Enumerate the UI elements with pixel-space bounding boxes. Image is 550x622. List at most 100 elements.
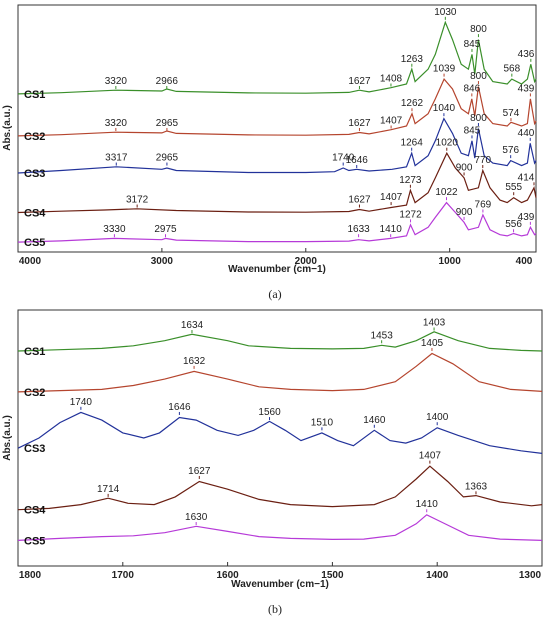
peak-label: 1020 [436, 138, 459, 149]
peak-label: 436 [518, 49, 535, 60]
x-tick-label: 1400 [426, 570, 449, 581]
peak-label: 770 [474, 155, 491, 166]
series-line-cs3 [17, 117, 537, 174]
peak-label: 414 [518, 172, 535, 183]
peak-label: 574 [503, 108, 520, 119]
peak-label: 1410 [416, 499, 439, 510]
peak-label: 769 [475, 199, 492, 210]
peak-label: 1405 [421, 338, 444, 349]
peak-label: 1022 [435, 187, 458, 198]
peak-label: 1646 [168, 402, 191, 413]
series-label-cs2: CS2 [24, 387, 45, 399]
peak-label: 1363 [465, 481, 488, 492]
series-label-cs5: CS5 [24, 237, 45, 249]
peak-label: 845 [464, 125, 481, 136]
peak-label: 1627 [348, 195, 371, 206]
peak-label: 439 [518, 212, 535, 223]
series-label-cs1: CS1 [24, 89, 45, 101]
peak-label: 1627 [348, 76, 371, 87]
series-line-cs5 [17, 201, 537, 243]
peak-label: 1632 [183, 356, 206, 367]
panel-a-caption: (a) [268, 287, 281, 301]
series-line-cs5 [17, 514, 543, 541]
x-tick-label: 1000 [439, 256, 462, 267]
peak-label: 845 [464, 39, 481, 50]
peak-label: 3320 [105, 76, 128, 87]
peak-label: 1714 [97, 484, 120, 495]
peak-label: 1407 [380, 192, 403, 203]
peak-label: 3317 [105, 153, 128, 164]
series-label-cs4: CS4 [24, 505, 46, 517]
peak-label: 1560 [258, 407, 281, 418]
panel-b-caption: (b) [268, 602, 282, 616]
peak-label: 1407 [380, 116, 403, 127]
panel-b-x-axis-title: Wavenumber (cm−1) [231, 579, 329, 590]
peak-label: 1403 [423, 317, 446, 328]
peak-label: 1740 [70, 397, 93, 408]
series-label-cs1: CS1 [24, 346, 45, 358]
series-label-cs4: CS4 [24, 207, 46, 219]
peak-label: 440 [518, 128, 535, 139]
peak-label: 2966 [156, 76, 179, 87]
peak-label: 900 [456, 162, 473, 173]
peak-label: 1408 [380, 74, 403, 85]
panel-b-y-axis-title: Abs.(a.u.) [2, 415, 13, 461]
peak-label: 1273 [399, 175, 422, 186]
x-tick-label: 2000 [295, 256, 318, 267]
peak-label: 576 [502, 145, 519, 156]
panel-a-y-axis-title: Abs.(a.u.) [2, 105, 13, 151]
peak-label: 1410 [380, 224, 403, 235]
series-line-cs2 [17, 77, 537, 137]
series-line-cs1 [17, 331, 543, 352]
peak-label: 1646 [346, 155, 369, 166]
peak-label: 800 [470, 71, 487, 82]
panel-a-chart: Abs.(a.u.) Wavenumber (cm−1) (a) 4000 300… [2, 4, 537, 301]
peak-label: 439 [518, 83, 535, 94]
series-line-cs3 [17, 411, 543, 454]
peak-label: 1030 [434, 7, 457, 18]
peak-label: 1633 [347, 224, 370, 235]
x-tick-label: 400 [516, 256, 533, 267]
x-tick-label: 4000 [19, 256, 42, 267]
series-line-cs1 [17, 20, 537, 95]
peak-label: 1262 [401, 98, 424, 109]
peak-label: 1510 [311, 417, 334, 428]
peak-label: 3320 [105, 118, 128, 129]
peak-label: 3330 [103, 224, 126, 235]
x-tick-label: 3000 [151, 256, 174, 267]
series-label-cs3: CS3 [24, 168, 45, 180]
series-line-cs2 [17, 352, 543, 393]
panel-b-chart: Abs.(a.u.) Wavenumber (cm−1) (b) 1800 170… [2, 309, 543, 616]
peak-label: 800 [470, 24, 487, 35]
peak-label: 1039 [433, 64, 456, 75]
peak-label: 1263 [401, 54, 424, 65]
x-tick-label: 1700 [112, 570, 135, 581]
peak-label: 1627 [188, 466, 211, 477]
peak-label: 1264 [401, 138, 424, 149]
series-label-cs2: CS2 [24, 131, 45, 143]
peak-label: 568 [503, 64, 520, 75]
peak-label: 846 [463, 83, 480, 94]
peak-label: 1453 [371, 330, 394, 341]
series-label-cs5: CS5 [24, 535, 45, 547]
peak-label: 1740 [332, 153, 355, 164]
peak-label: 2965 [156, 153, 179, 164]
peak-label: 1634 [181, 320, 204, 331]
peak-label: 3172 [126, 195, 149, 206]
peak-label: 800 [470, 113, 487, 124]
peak-label: 1460 [363, 415, 386, 426]
peak-label: 1407 [419, 451, 442, 462]
peak-label: 2965 [156, 118, 179, 129]
x-tick-label: 1300 [519, 570, 542, 581]
peak-label: 555 [505, 182, 522, 193]
peak-label: 556 [505, 219, 522, 230]
series-line-cs4 [17, 465, 543, 511]
panel-a-plot-frame [17, 4, 537, 253]
x-tick-label: 1500 [321, 570, 344, 581]
x-tick-label: 1800 [19, 570, 42, 581]
peak-label: 900 [456, 207, 473, 218]
series-line-cs4 [17, 151, 537, 214]
peak-label: 1400 [426, 412, 449, 423]
peak-label: 1040 [433, 103, 456, 114]
